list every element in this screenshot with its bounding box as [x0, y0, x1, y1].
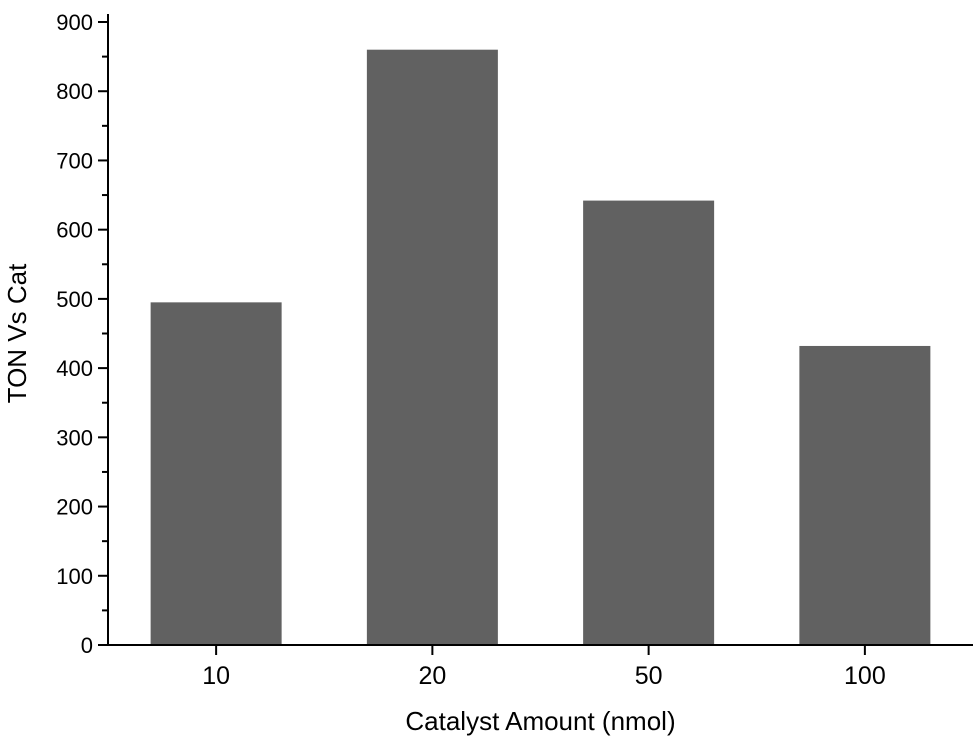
y-tick-label-400: 400: [56, 356, 93, 381]
x-axis-title: Catalyst Amount (nmol): [405, 706, 675, 736]
x-tick-label-20: 20: [418, 662, 446, 690]
bar-20: [366, 49, 498, 645]
bar-100: [799, 345, 931, 645]
y-tick-label-800: 800: [56, 79, 93, 104]
y-tick-label-300: 300: [56, 425, 93, 450]
y-tick-label-900: 900: [56, 10, 93, 35]
bar-50: [583, 200, 715, 646]
x-tick-label-50: 50: [635, 662, 663, 690]
y-tick-label-500: 500: [56, 287, 93, 312]
x-axis-ticks: 10 20 50 100: [202, 645, 886, 690]
y-tick-label-600: 600: [56, 218, 93, 243]
x-tick-label-100: 100: [844, 662, 886, 690]
y-tick-label-700: 700: [56, 148, 93, 173]
y-axis-title: TON Vs Cat: [2, 263, 32, 403]
x-tick-label-10: 10: [202, 662, 230, 690]
y-tick-label-0: 0: [81, 633, 93, 658]
y-axis-ticks: 0 100 200 300 400 500 600 700 800 900: [56, 10, 108, 658]
y-tick-label-200: 200: [56, 495, 93, 520]
bars-group: [150, 49, 931, 646]
y-tick-label-100: 100: [56, 564, 93, 589]
bar-10: [150, 302, 282, 645]
